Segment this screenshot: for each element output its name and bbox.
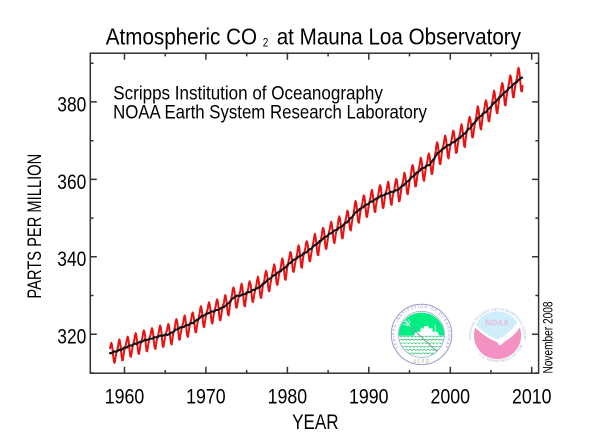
svg-text:NOAA: NOAA: [485, 319, 509, 328]
svg-text:Atmospheric CO: Atmospheric CO: [106, 23, 257, 49]
svg-text:Scripps Institution of Oceanog: Scripps Institution of Oceanography: [113, 84, 383, 105]
svg-text:1980: 1980: [268, 386, 308, 409]
svg-text:NOAA Earth System Research Lab: NOAA Earth System Research Laboratory: [113, 103, 427, 124]
svg-text:at Mauna Loa Observatory: at Mauna Loa Observatory: [277, 23, 522, 49]
svg-text:2010: 2010: [512, 386, 552, 409]
svg-text:380: 380: [57, 93, 86, 116]
svg-text:1960: 1960: [105, 386, 145, 409]
svg-text:November 2008: November 2008: [541, 302, 556, 374]
svg-text:320: 320: [57, 326, 86, 349]
svg-text:360: 360: [57, 171, 86, 194]
svg-text:1990: 1990: [349, 386, 389, 409]
svg-text:2: 2: [263, 36, 269, 50]
svg-text:340: 340: [57, 248, 86, 271]
svg-text:2000: 2000: [431, 386, 471, 409]
svg-text:UCSD: UCSD: [413, 358, 430, 363]
svg-text:1970: 1970: [186, 386, 226, 409]
svg-text:YEAR: YEAR: [292, 411, 339, 434]
svg-text:PARTS PER MILLION: PARTS PER MILLION: [24, 154, 46, 299]
